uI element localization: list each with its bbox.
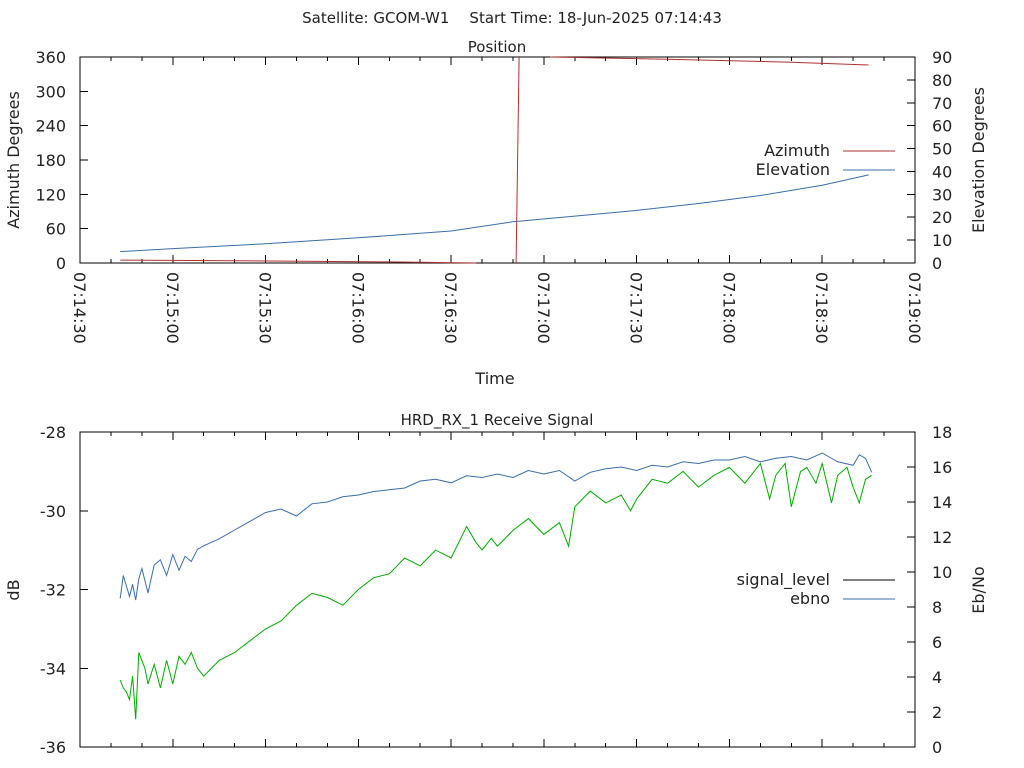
azimuth-axis-label: Azimuth Degrees — [4, 91, 23, 229]
satellite-label: Satellite: GCOM-W1 — [302, 9, 449, 27]
y-tick-label: -36 — [40, 738, 66, 757]
receive-signal-legend: signal_level ebno — [737, 570, 895, 608]
y-tick-label: 0 — [56, 254, 66, 273]
position-chart: Position 07:14:30 07:15:00 07:15:30 07:16:0… — [4, 38, 988, 388]
y2-tick-label: 20 — [932, 208, 952, 227]
ebno-axis-label: Eb/No — [969, 566, 988, 613]
position-legend: Azimuth Elevation — [756, 141, 895, 179]
legend-signal-level-label: signal_level — [737, 570, 830, 590]
y-tick-label: -30 — [40, 502, 66, 521]
legend-elevation-label: Elevation — [756, 160, 830, 179]
x-tick-label: 07:17:00 — [534, 272, 553, 344]
y2-tick-label: 0 — [932, 738, 942, 757]
legend-azimuth-label: Azimuth — [764, 141, 830, 160]
x-tick-label: 07:14:30 — [70, 272, 89, 344]
y-tick-label: -28 — [40, 423, 66, 442]
header-text: Satellite: GCOM-W1 Start Time: 18-Jun-202… — [302, 9, 722, 27]
elevation-line — [120, 174, 869, 253]
receive-signal-chart: HRD_RX_1 Receive Signal -36 -34 -32 -30 -28 0… — [4, 411, 988, 757]
azimuth-line — [515, 56, 520, 264]
db-axis-label: dB — [4, 579, 23, 600]
x-tick-label: 07:15:00 — [163, 272, 182, 344]
y2-tick-label: 30 — [932, 185, 952, 204]
y-tick-label: -32 — [40, 581, 66, 600]
y-tick-label: 240 — [35, 117, 66, 136]
y2-tick-label: 18 — [932, 423, 952, 442]
y2-tick-label: 10 — [932, 231, 952, 250]
x-tick-label: 07:18:30 — [812, 272, 831, 344]
y2-tick-label: 0 — [932, 254, 942, 273]
legend-ebno-label: ebno — [790, 589, 830, 608]
y2-tick-label: 6 — [932, 633, 942, 652]
y2-tick-label: 8 — [932, 598, 942, 617]
y-tick-label: 300 — [35, 82, 66, 101]
x-tick-label: 07:16:30 — [441, 272, 460, 344]
y2-tick-label: 40 — [932, 162, 952, 181]
ebno-line — [119, 452, 873, 601]
start-time-label: Start Time: 18-Jun-2025 07:14:43 — [469, 9, 721, 27]
y-tick-label: 360 — [35, 48, 66, 67]
y-tick-label: 120 — [35, 185, 66, 204]
y2-tick-label: 70 — [932, 94, 952, 113]
y2-tick-label: 14 — [932, 493, 952, 512]
x-tick-label: 07:15:30 — [256, 272, 275, 344]
y2-tick-label: 90 — [932, 48, 952, 67]
green-trace-line — [119, 461, 872, 720]
y-tick-label: 60 — [46, 220, 66, 239]
x-tick-label: 07:17:30 — [627, 272, 646, 344]
time-axis-label: Time — [474, 369, 514, 388]
position-axes: 07:14:30 07:15:00 07:15:30 07:16:00 07:16:30… — [35, 48, 952, 344]
receive-signal-series — [119, 452, 873, 720]
y2-tick-label: 16 — [932, 458, 952, 477]
y2-tick-label: 4 — [932, 668, 942, 687]
elevation-axis-label: Elevation Degrees — [969, 87, 988, 233]
y2-tick-label: 2 — [932, 703, 942, 722]
position-chart-title: Position — [468, 38, 526, 56]
receive-signal-axes: -36 -34 -32 -30 -28 0 2 4 6 8 10 12 14 16 18 — [40, 423, 953, 757]
y-tick-label: 180 — [35, 151, 66, 170]
y2-tick-label: 12 — [932, 528, 952, 547]
y2-tick-label: 10 — [932, 563, 952, 582]
azimuth-line — [550, 56, 869, 66]
azimuth-line — [120, 259, 476, 264]
x-tick-label: 07:18:00 — [719, 272, 738, 344]
y2-tick-label: 80 — [932, 71, 952, 90]
position-series — [120, 56, 869, 264]
y2-tick-label: 60 — [932, 117, 952, 136]
y2-tick-label: 50 — [932, 140, 952, 159]
y-tick-label: -34 — [40, 659, 66, 678]
x-tick-label: 07:19:00 — [905, 272, 924, 344]
receive-signal-title: HRD_RX_1 Receive Signal — [401, 411, 594, 430]
x-tick-label: 07:16:00 — [348, 272, 367, 344]
